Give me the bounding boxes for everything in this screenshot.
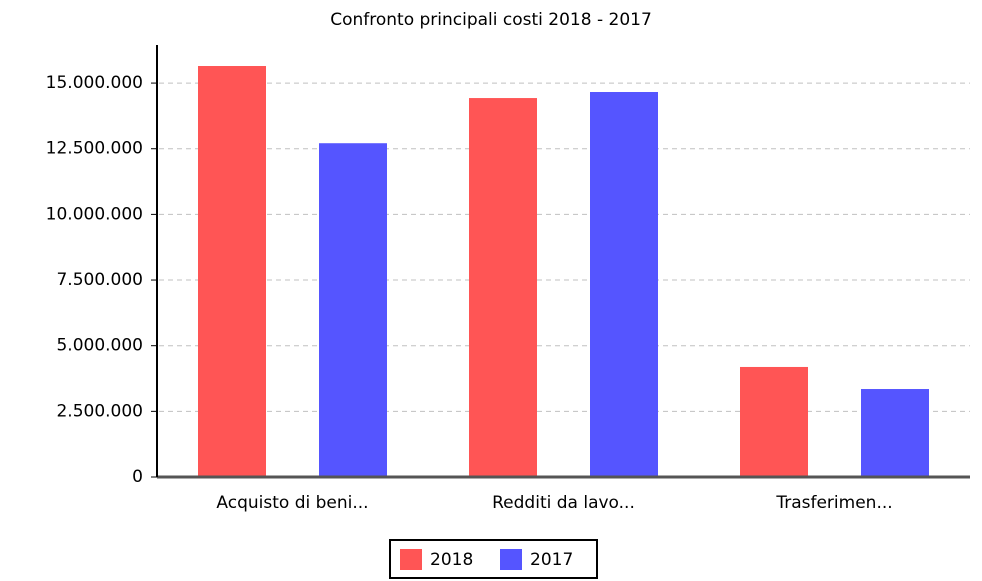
- y-tick-label: 12.500.000: [46, 139, 143, 159]
- legend-swatch: [400, 549, 422, 570]
- bar: [590, 92, 658, 477]
- bar: [861, 389, 929, 477]
- x-tick-label: Acquisto di beni...: [216, 493, 368, 513]
- y-tick-label: 15.000.000: [46, 73, 143, 93]
- chart-title: Confronto principali costi 2018 - 2017: [330, 10, 652, 30]
- bar: [740, 366, 808, 477]
- bar: [469, 98, 537, 477]
- y-tick-label: 7.500.000: [56, 270, 143, 290]
- bar: [319, 143, 387, 477]
- y-tick-label: 5.000.000: [56, 336, 143, 356]
- y-tick-label: 0: [132, 467, 143, 487]
- y-tick-label: 2.500.000: [56, 401, 143, 421]
- legend-box: [389, 539, 598, 579]
- x-tick-label: Redditi da lavo...: [492, 493, 635, 513]
- x-tick-label: Trasferimen...: [775, 493, 892, 513]
- legend-swatch: [500, 549, 522, 570]
- y-tick-label: 10.000.000: [46, 204, 143, 224]
- bar: [198, 66, 266, 477]
- legend-label: 2017: [530, 550, 573, 570]
- legend-label: 2018: [430, 550, 473, 570]
